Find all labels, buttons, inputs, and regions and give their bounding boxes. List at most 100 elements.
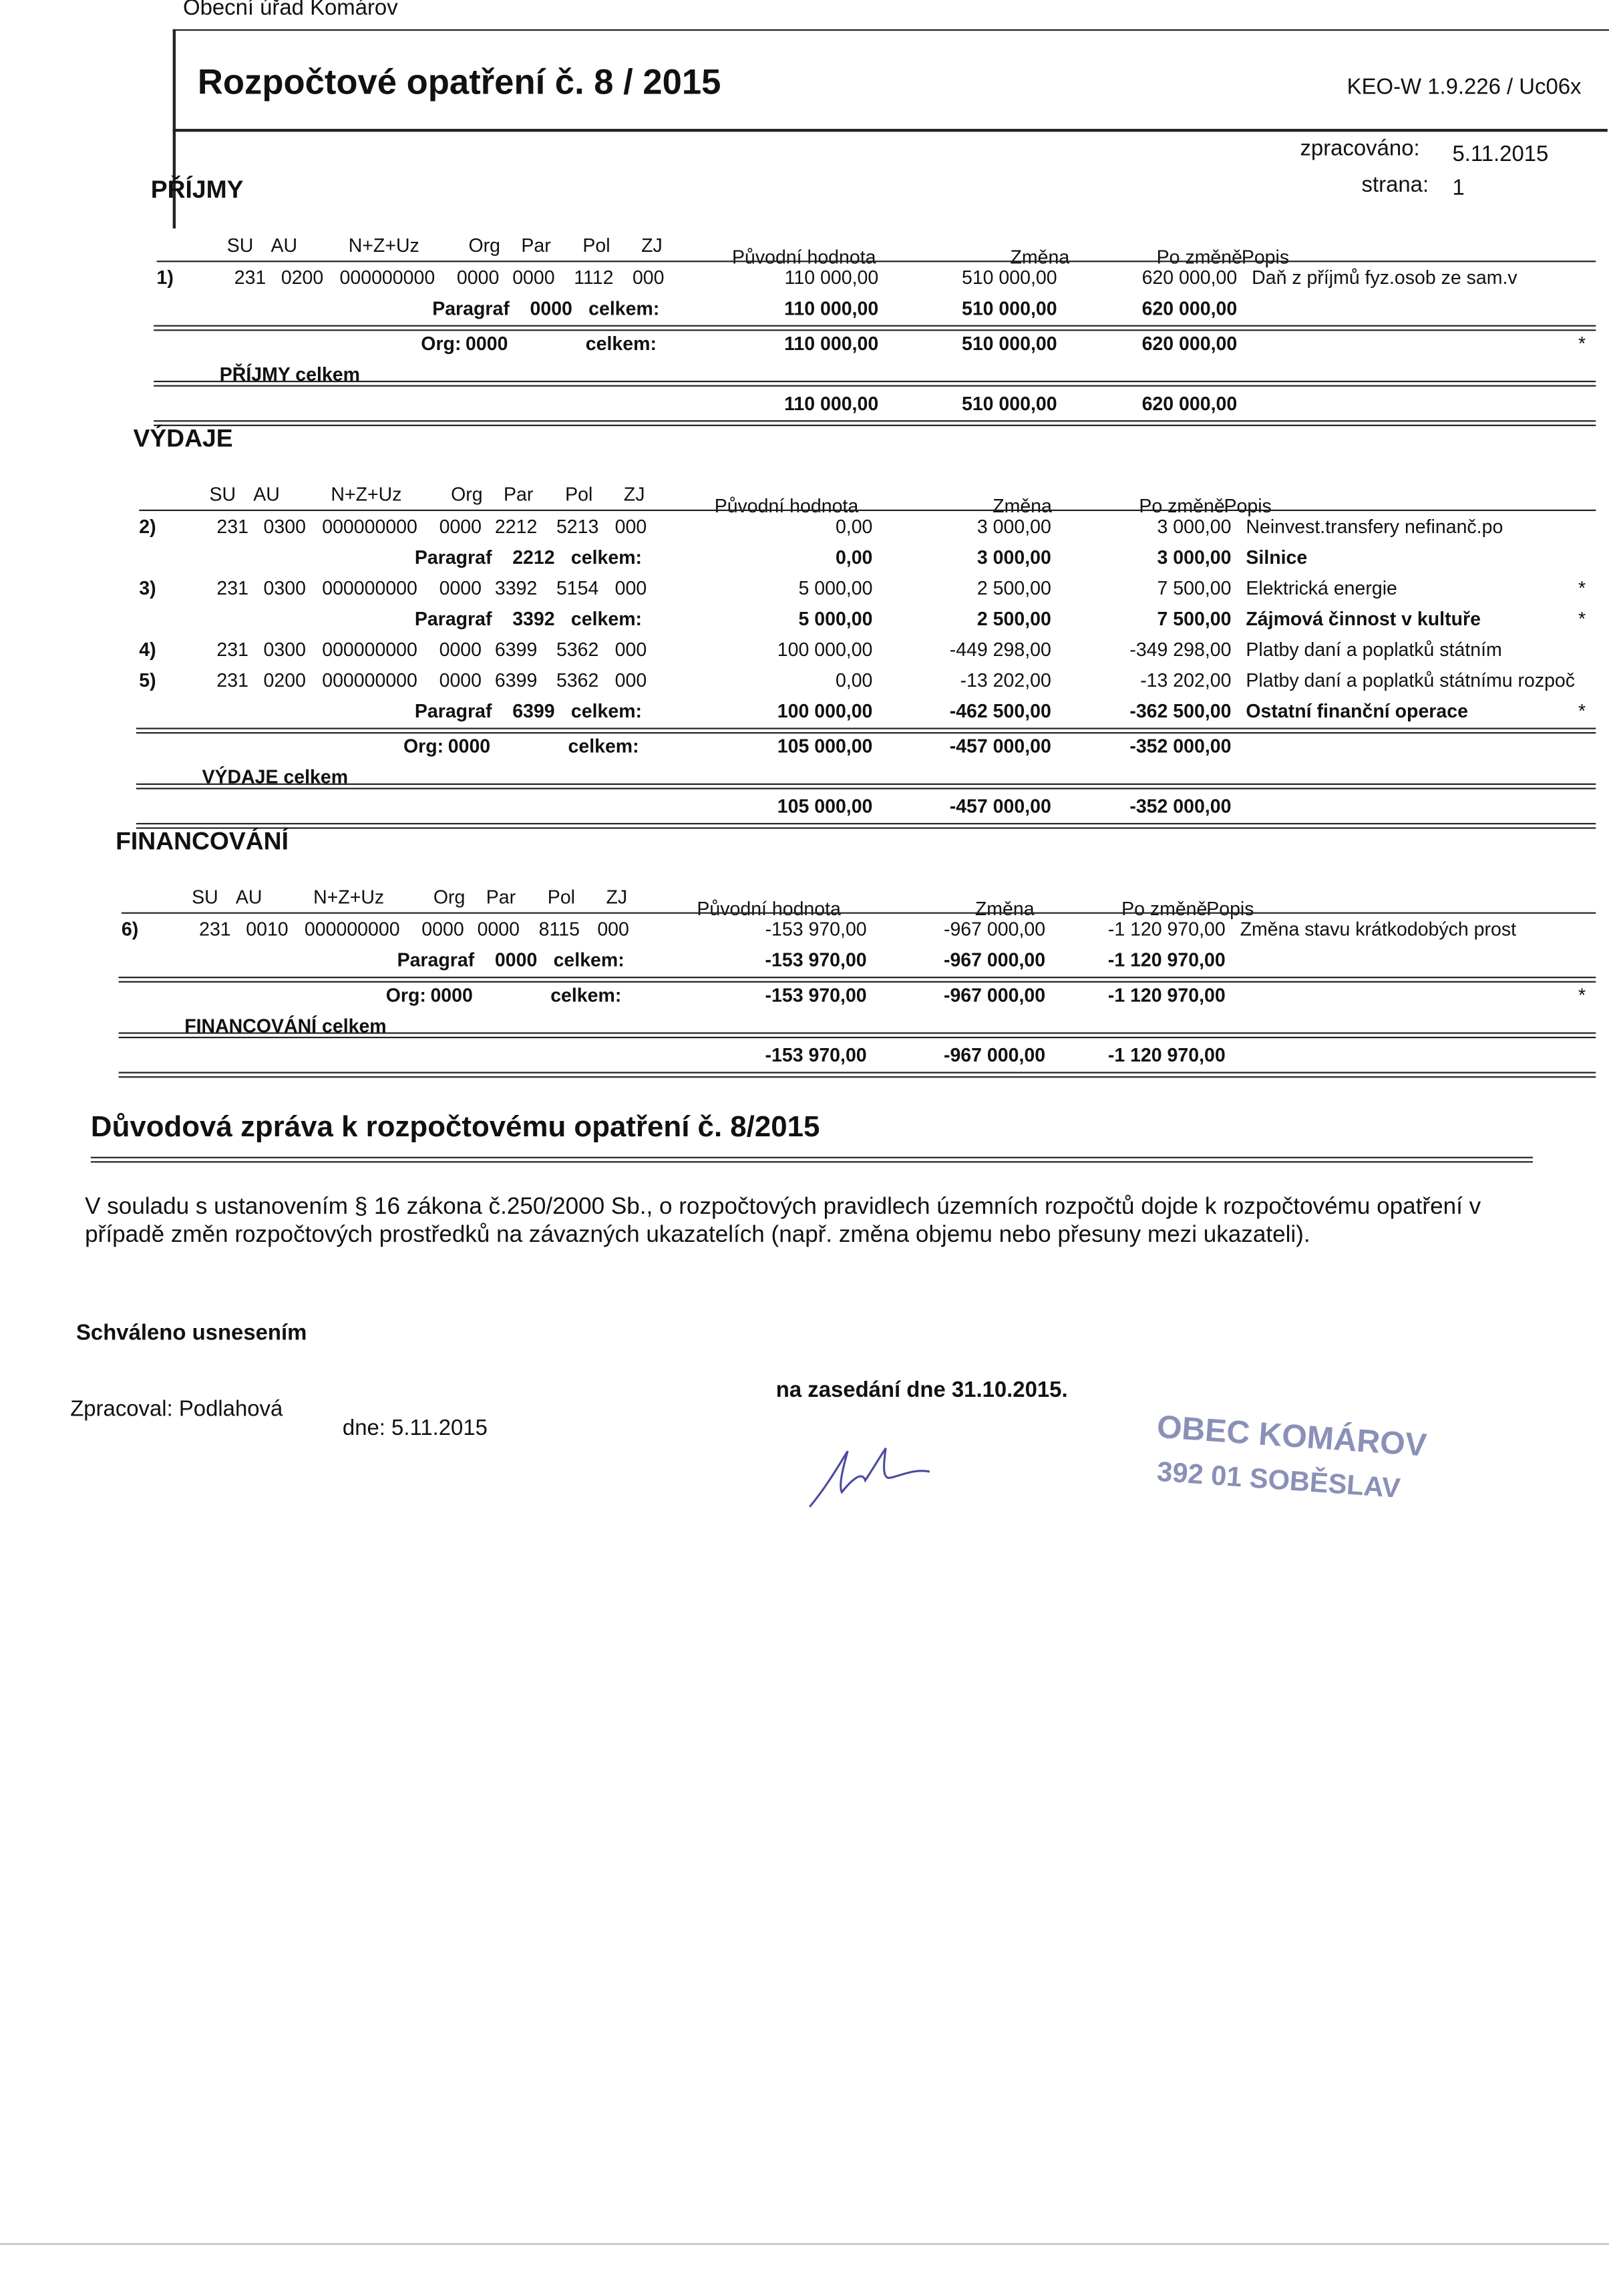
- amount-change: 2 500,00: [976, 577, 1051, 599]
- amount-original: 5 000,00: [798, 607, 873, 630]
- rule: [121, 912, 1596, 914]
- amount-original: 100 000,00: [777, 638, 873, 661]
- mark: *: [1578, 577, 1586, 599]
- amount-after: -352 000,00: [1129, 735, 1232, 758]
- column-header: Změna: [1010, 246, 1070, 269]
- amount-change: -462 500,00: [949, 699, 1051, 722]
- code: 6399: [494, 638, 538, 661]
- amount-change: 510 000,00: [961, 392, 1057, 415]
- mark: *: [1578, 699, 1586, 722]
- amount-change: 510 000,00: [961, 266, 1057, 289]
- amount-original: -153 970,00: [765, 984, 867, 1006]
- org-code: 0000: [430, 984, 473, 1006]
- rule: [136, 727, 1596, 734]
- code: 0000: [439, 577, 482, 599]
- code: 2212: [494, 515, 538, 538]
- code: 0300: [263, 577, 306, 599]
- amount-after: -352 000,00: [1129, 795, 1232, 818]
- amount-original: 0,00: [835, 546, 873, 568]
- code: 0000: [439, 638, 482, 661]
- amount-change: -457 000,00: [949, 735, 1051, 758]
- org-suffix: celkem:: [550, 984, 622, 1006]
- amount-after: 620 000,00: [1141, 392, 1238, 415]
- code: 3392: [494, 577, 538, 599]
- amount-after: 620 000,00: [1141, 266, 1238, 289]
- amount-after: -1 120 970,00: [1107, 984, 1226, 1006]
- description: Ostatní finanční operace: [1246, 699, 1468, 722]
- page-label: strana:: [1361, 172, 1429, 198]
- column-header: N+Z+Uz: [331, 483, 402, 506]
- org-code: 0000: [448, 735, 491, 758]
- row-number: 2): [139, 515, 156, 538]
- description: Platby daní a poplatků státním: [1246, 638, 1502, 661]
- amount-change: -967 000,00: [943, 949, 1046, 971]
- column-header: SU: [209, 483, 236, 506]
- amount-after: 620 000,00: [1141, 332, 1238, 355]
- mark: *: [1578, 332, 1586, 355]
- amount-change: -967 000,00: [943, 918, 1046, 941]
- row-number: 6): [121, 918, 139, 941]
- code: 000: [597, 918, 629, 941]
- rule: [154, 380, 1596, 387]
- column-header: Org: [433, 886, 466, 909]
- column-header: AU: [253, 483, 280, 506]
- org-label: Org:: [403, 735, 444, 758]
- amount-original: 110 000,00: [784, 297, 879, 319]
- code: 231: [234, 266, 266, 289]
- office: Obecní úřad Komárov: [183, 0, 398, 21]
- description: Elektrická energie: [1246, 577, 1397, 599]
- amount-original: -153 970,00: [765, 1043, 867, 1066]
- stamp-line1: OBEC KOMÁROV: [1155, 1408, 1428, 1464]
- amount-change: -449 298,00: [949, 638, 1051, 661]
- org-label: Org:: [385, 984, 426, 1006]
- column-header: Popis: [1206, 897, 1254, 920]
- paragraph-label: Paragraf: [414, 546, 492, 568]
- code: 5154: [556, 577, 599, 599]
- code: 000: [614, 669, 647, 691]
- code: 0000: [421, 918, 464, 941]
- amount-after: 7 500,00: [1157, 577, 1232, 599]
- signature: [809, 1448, 930, 1508]
- amount-original: -153 970,00: [765, 918, 867, 941]
- description: Zájmová činnost v kultuře: [1246, 607, 1481, 630]
- amount-change: 2 500,00: [976, 607, 1051, 630]
- amount-original: 105 000,00: [777, 735, 873, 758]
- paragraph-suffix: celkem:: [553, 949, 624, 971]
- description: Neinvest.transfery nefinanč.po: [1246, 515, 1503, 538]
- code: 000000000: [322, 515, 417, 538]
- rule: [118, 1072, 1596, 1078]
- section-title: FINANCOVÁNÍ: [116, 827, 289, 856]
- column-header: Org: [468, 234, 500, 257]
- amount-change: -13 202,00: [960, 669, 1051, 691]
- meeting: na zasedání dne 31.10.2015.: [775, 1377, 1068, 1403]
- amount-after: 3 000,00: [1157, 546, 1232, 568]
- description: Daň z příjmů fyz.osob ze sam.v: [1252, 266, 1517, 289]
- code: 0000: [439, 515, 482, 538]
- header-rule: [172, 128, 1608, 132]
- report-body: V souladu s ustanovením § 16 zákona č.25…: [85, 1194, 1481, 1248]
- section-title: PŘÍJMY: [150, 176, 244, 204]
- column-header: Popis: [1224, 494, 1272, 517]
- code: 0200: [281, 266, 324, 289]
- row-number: 1): [156, 266, 174, 289]
- column-header: Po změně: [1121, 897, 1208, 920]
- stamp-line2: 392 01 SOBĚSLAV: [1155, 1457, 1401, 1505]
- code: 231: [216, 638, 248, 661]
- code: 0300: [263, 515, 306, 538]
- paragraph-suffix: celkem:: [570, 699, 643, 722]
- bottom-edge: [0, 2243, 1609, 2245]
- code: 5362: [556, 638, 599, 661]
- paragraph-suffix: celkem:: [570, 607, 643, 630]
- code: 000: [614, 515, 647, 538]
- column-header: Po změně: [1139, 494, 1225, 517]
- paragraph-code: 0000: [530, 297, 572, 319]
- code: 0000: [439, 669, 482, 691]
- page-number: 1: [1452, 176, 1465, 201]
- code: 0000: [512, 266, 555, 289]
- paragraph-suffix: celkem:: [588, 297, 660, 319]
- amount-after: -1 120 970,00: [1107, 949, 1226, 971]
- amount-original: 110 000,00: [784, 392, 879, 415]
- amount-change: -967 000,00: [943, 984, 1046, 1006]
- amount-change: -457 000,00: [949, 795, 1051, 818]
